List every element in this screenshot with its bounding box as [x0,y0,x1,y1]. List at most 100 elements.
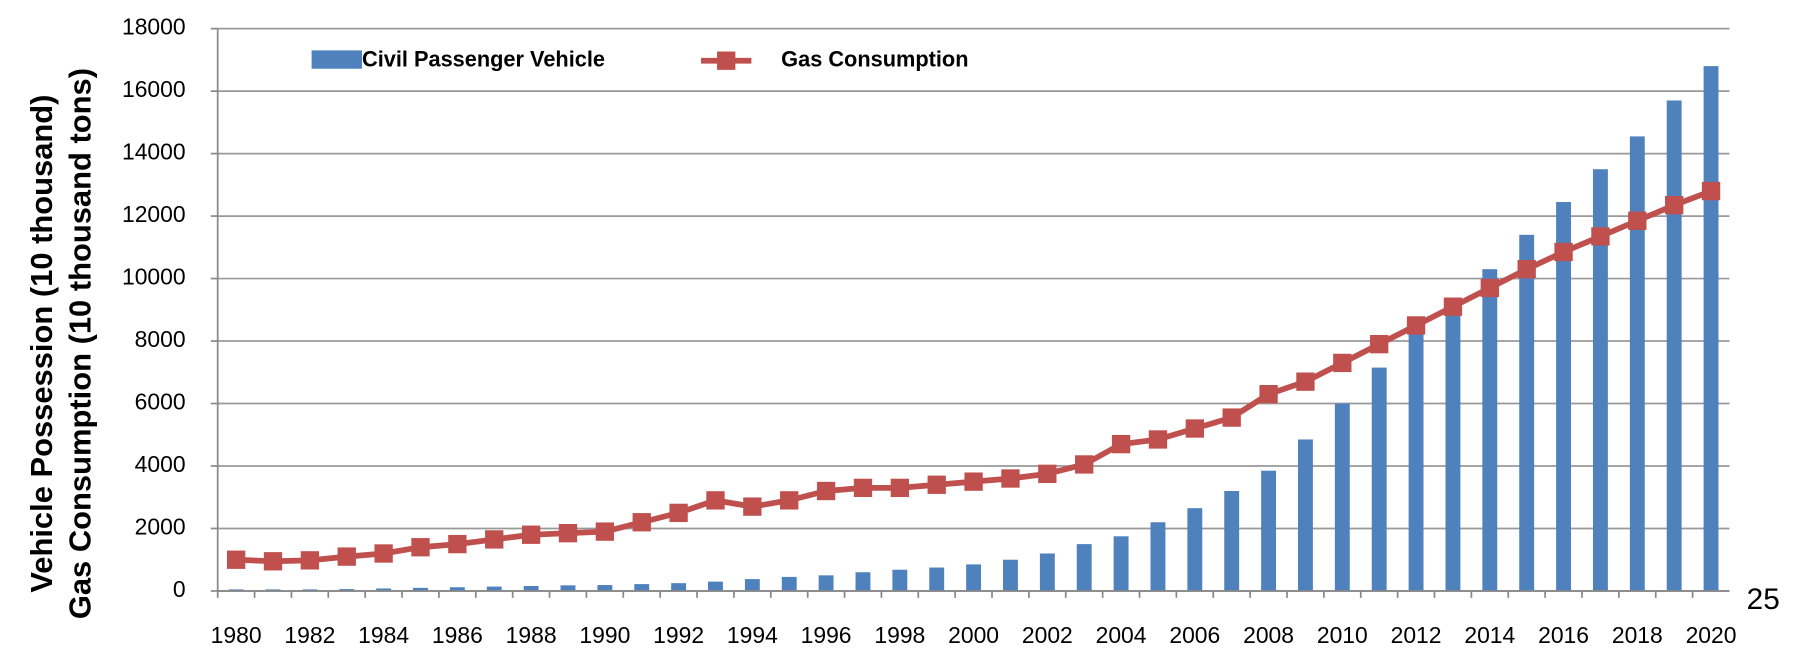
x-tick-label: 1990 [579,622,630,648]
line-marker [1333,353,1352,373]
line-marker [1001,469,1020,488]
bar [1629,136,1645,591]
line-marker [1111,434,1131,454]
x-tick-label: 1986 [432,622,483,648]
y-tick-label: 0 [173,576,186,602]
line-marker [595,522,615,541]
x-tick-label: 2018 [1612,622,1663,648]
x-tick-label: 1998 [874,622,925,648]
line-marker [632,513,651,532]
line-marker [816,481,836,501]
line-marker [226,550,246,569]
line-marker [448,534,467,554]
bar [1371,367,1387,591]
line-marker [1443,297,1463,316]
line-marker [1591,227,1610,246]
line-marker [1628,211,1647,230]
line-marker [485,530,504,549]
bar [1592,169,1608,591]
bar [523,585,539,591]
line-marker [706,491,725,510]
bar [744,579,760,591]
line-marker [1148,430,1168,449]
bar [671,583,687,591]
bar [1445,306,1461,591]
bar [486,586,502,591]
line-marker [1665,195,1684,215]
y-tick-label: 8000 [135,326,186,352]
x-tick-label: 1984 [358,622,409,648]
bar [929,567,945,591]
x-tick-label: 1992 [653,622,704,648]
legend-swatch [311,50,362,69]
line-marker [337,547,356,566]
x-tick-label: 2004 [1096,622,1147,648]
legend-swatch [717,51,736,70]
bar [1703,66,1719,591]
bar [339,589,355,591]
line-marker [890,478,910,498]
line-marker [1701,181,1721,201]
line-marker [1296,372,1315,391]
line-marker [374,544,393,563]
bar [818,575,834,591]
y-tick-label: 4000 [135,451,186,477]
bar [1334,403,1350,591]
y-tick-label: 2000 [135,514,186,540]
x-tick-label: 2008 [1243,622,1294,648]
bar [413,587,428,591]
bar [892,569,908,591]
bar [376,588,392,591]
bar [1224,491,1240,591]
bar [597,585,613,591]
line-marker [927,475,946,494]
y-axis-title: Vehicle Possession (10 thousand) [24,95,59,593]
line-marker [263,552,283,571]
bar [449,587,465,591]
legend-label: Gas Consumption [781,46,968,71]
y-tick-label: 18000 [122,14,186,40]
x-tick-label: 1982 [284,622,335,648]
y-tick-label: 14000 [122,139,186,165]
bar [966,564,982,591]
line-marker [1038,464,1057,483]
y-tick-label: 6000 [135,389,186,415]
bar [1519,234,1535,591]
line-marker [1259,384,1278,404]
x-tick-label: 2012 [1391,622,1442,648]
x-tick-label: 1980 [211,622,262,648]
bar [1298,439,1313,591]
bar [1150,522,1166,591]
bar [781,576,797,591]
y-tick-label: 16000 [122,76,186,102]
x-tick-label: 2010 [1317,622,1368,648]
x-tick-label: 1994 [727,622,778,648]
line-marker [411,538,430,557]
x-tick-label: 1996 [801,622,852,648]
y-tick-label: 10000 [122,264,186,290]
line-marker [853,478,873,498]
line-marker [1370,335,1389,354]
y-tick-label: 12000 [122,201,186,227]
bar [855,572,871,591]
line-marker [300,551,320,570]
bar [1003,559,1018,591]
bar [1482,269,1498,591]
x-tick-label: 2016 [1538,622,1589,648]
bar [708,581,723,591]
bar [634,584,650,591]
line-marker [1480,278,1499,298]
x-tick-label: 2002 [1022,622,1073,648]
line-marker [669,503,688,523]
bar [1076,544,1092,591]
bar [1039,553,1055,591]
line-marker [1554,242,1573,262]
bar [1187,508,1203,591]
bar [1556,202,1572,591]
line-marker [1075,455,1094,474]
bar [1113,536,1129,591]
line-marker [1185,419,1204,438]
page-number: 25 [1747,583,1780,616]
